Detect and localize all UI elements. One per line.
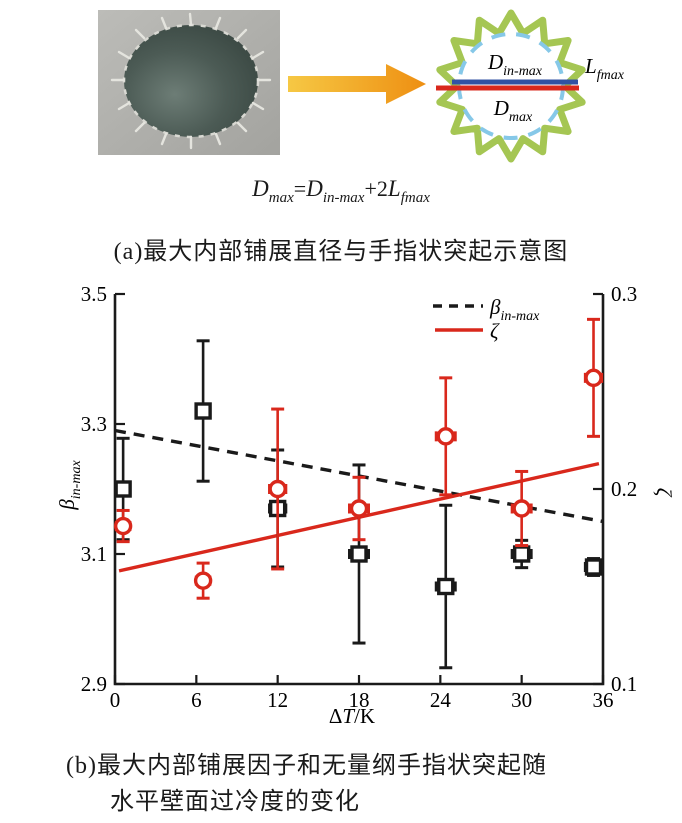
label-l-fmax: Lfmax: [584, 54, 625, 83]
x-tick-label: 24: [430, 688, 452, 712]
label-d-in-max: Din-max: [487, 50, 543, 79]
y-left-tick-label: 2.9: [81, 672, 107, 696]
data-point: [268, 407, 288, 571]
caption-a: (a)最大内部铺展直径与手指状突起示意图: [113, 239, 569, 265]
circle-marker: [584, 368, 603, 388]
x-tick-label: 6: [191, 688, 202, 712]
label-d-max: Dmax: [493, 96, 533, 125]
eq-d-sub: max: [268, 190, 294, 206]
equation: Dmax=Din-max+2Lfmax: [0, 176, 682, 207]
x-axis-title: ΔT/K: [329, 704, 375, 728]
data-point: [348, 475, 370, 542]
circle-marker: [268, 479, 287, 499]
y-left-tick-label: 3.1: [81, 542, 107, 566]
droplet-schematic: Din-max Lfmax Dmax: [436, 9, 625, 163]
y-left-tick-label: 3.3: [81, 412, 107, 436]
x-tick-label: 30: [511, 688, 532, 712]
x-tick-label: 36: [593, 688, 614, 712]
y-left-axis-title: βin-max: [55, 460, 84, 511]
data-point: [583, 557, 604, 577]
square-marker: [512, 545, 531, 563]
circle-marker: [512, 499, 531, 518]
circle-marker: [436, 427, 455, 446]
y-right-axis-title: ζ: [652, 488, 676, 498]
arrow-right-icon: [288, 64, 426, 104]
eq-plus2: +2: [364, 176, 388, 201]
droplet: [110, 12, 272, 150]
circle-marker: [113, 516, 133, 536]
splash-fingers: [110, 12, 272, 150]
chart: 0 6 12 18 24 30 36 2.9 3.1 3.3 3.5 0.1 0.2 0.3 βin-ma…: [55, 282, 676, 728]
droplet-photo: [98, 10, 280, 155]
legend-label-beta: βin-max: [489, 295, 540, 324]
data-point: [434, 376, 457, 497]
legend-label-zeta: ζ: [490, 319, 500, 343]
y-right-tick-label: 0.1: [611, 672, 637, 696]
eq-din: D: [306, 176, 323, 201]
eq-din-sub: in-max: [322, 190, 365, 206]
legend: βin-max ζ: [433, 295, 540, 343]
eq-d: D: [252, 176, 269, 201]
x-tick-label: 18: [349, 688, 370, 712]
plot-area: 0 6 12 18 24 30 36 2.9 3.1 3.3 3.5 0.1 0.2 0.3: [81, 282, 638, 712]
data-point: [113, 508, 133, 544]
x-tick-label: 12: [267, 688, 288, 712]
circle-marker: [349, 499, 369, 518]
eq-l-sub: fmax: [400, 190, 430, 206]
square-marker: [114, 480, 132, 498]
data-point: [583, 317, 604, 438]
square-marker: [437, 577, 455, 596]
square-marker: [350, 545, 368, 563]
series-zeta: [113, 317, 604, 600]
square-marker: [584, 558, 603, 576]
y-left-tick-label: 3.5: [81, 282, 107, 306]
eq-l: L: [387, 176, 401, 201]
data-point: [194, 339, 212, 483]
eq-equals: =: [293, 176, 307, 201]
data-point: [193, 561, 213, 600]
x-tick-label: 0: [110, 688, 121, 712]
y-right-tick-label: 0.2: [611, 477, 637, 501]
caption-b: (b)最大内部铺展因子和无量纲手指状突起随 水平壁面过冷度的变化: [66, 748, 547, 820]
square-marker: [194, 402, 212, 420]
caption-b-line1: (b)最大内部铺展因子和无量纲手指状突起随: [66, 753, 547, 779]
circle-marker: [193, 571, 213, 590]
data-point: [434, 503, 457, 670]
y-right-tick-label: 0.3: [611, 282, 637, 306]
data-point: [510, 469, 533, 548]
caption-b-line2: 水平壁面过冷度的变化: [110, 789, 360, 815]
